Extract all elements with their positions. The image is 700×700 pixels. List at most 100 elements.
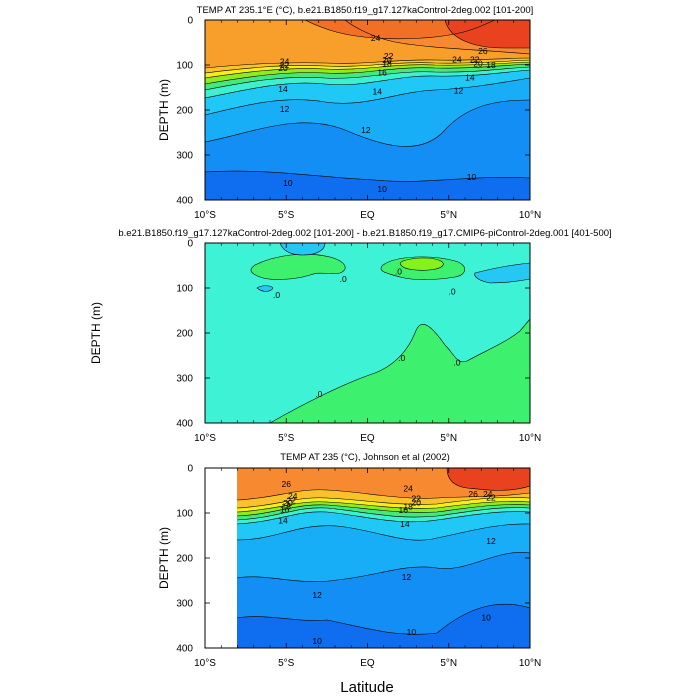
- x-tick-label: 10°N: [519, 210, 541, 221]
- x-tick-label: 5°N: [440, 210, 457, 221]
- contour-label: 14: [278, 516, 288, 526]
- contour-label: 20: [283, 498, 293, 508]
- contour-6: [205, 63, 530, 85]
- contour-label: .0: [315, 389, 322, 399]
- contour-3: [205, 77, 530, 116]
- diff-positive-upper-left: [250, 253, 346, 280]
- x-tick-label: 10°S: [194, 210, 216, 221]
- contour-label: 12: [402, 572, 412, 582]
- contour-label: 20: [278, 63, 288, 73]
- contour-label: 26: [468, 489, 478, 499]
- x-tick-label: EQ: [360, 433, 375, 444]
- x-tick-label: 5°S: [278, 210, 295, 221]
- obs-contour-3: [237, 523, 530, 541]
- contour-label: 16: [280, 504, 290, 514]
- diff-positive-deep: [269, 318, 530, 423]
- contour-label: 22: [486, 492, 496, 502]
- y-tick-label: 300: [176, 151, 193, 162]
- contour-7: [205, 61, 530, 79]
- x-tick-label: EQ: [360, 210, 375, 221]
- y-tick-label: 100: [176, 509, 193, 520]
- contour-1: [205, 170, 530, 182]
- contour-label: 22: [280, 60, 290, 70]
- obs-contour-9: [237, 489, 530, 501]
- contour-label: 24: [452, 55, 462, 65]
- contour-label: 18: [403, 501, 413, 511]
- panel-3-plot: [237, 468, 530, 648]
- panel-2-plot: [205, 243, 530, 423]
- y-tick-label: 400: [176, 196, 193, 207]
- panel-2-title: b.e21.B1850.f19_g17.127kaControl-2deg.00…: [118, 228, 611, 239]
- contour-label: 18: [382, 59, 392, 69]
- contour-label: 16: [377, 68, 387, 78]
- contour-label: 12: [486, 536, 496, 546]
- y-tick-label: 400: [176, 644, 193, 655]
- y-tick-label: 400: [176, 419, 193, 430]
- obs-contour-4: [237, 511, 530, 525]
- contour-11: [304, 20, 496, 40]
- contour-label: 24: [371, 33, 381, 43]
- panel-2-contour-labels: .0 .0 .0 .0 .0 .0 .0: [273, 266, 461, 398]
- contour-label: 10: [407, 627, 417, 637]
- y-tick-label: 100: [176, 284, 193, 295]
- y-tick-label: 0: [187, 16, 193, 27]
- y-tick-label: 0: [187, 464, 193, 475]
- contour-label: .0: [340, 274, 347, 284]
- contour-label: 24: [280, 56, 290, 66]
- contour-label: 26: [478, 46, 488, 56]
- y-tick-label: 100: [176, 61, 193, 72]
- contour-label: 12: [312, 590, 322, 600]
- contour-label: 20: [473, 59, 483, 69]
- panel-3-ticks: 10°S 5°S EQ 5°N 10°N 0 100 200 300 400: [176, 464, 541, 670]
- obs-band-10: [447, 468, 530, 491]
- contour-label: .0: [398, 353, 405, 363]
- y-tick-label: 200: [176, 106, 193, 117]
- contour-label: 22: [412, 494, 422, 504]
- panel-3: TEMP AT 235 (°C), Johnson et al (2002): [157, 452, 541, 669]
- contour-label: .0: [273, 290, 280, 300]
- obs-contour-8: [237, 497, 530, 509]
- panel-2-ylabel: DEPTH (m): [89, 302, 103, 364]
- obs-contour-6: [237, 504, 530, 517]
- contour-label: 10: [312, 636, 322, 646]
- x-tick-label: 10°S: [194, 658, 216, 669]
- contour-label: 20: [412, 498, 422, 508]
- contour-label: 22: [470, 55, 480, 65]
- y-tick-label: 300: [176, 374, 193, 385]
- contour-label: 14: [400, 519, 410, 529]
- contour-label: 18: [486, 60, 496, 70]
- contour-9: [205, 57, 530, 69]
- contour-2: [205, 99, 530, 147]
- contour-label: 10: [467, 172, 477, 182]
- contour-label: 18: [282, 501, 292, 511]
- obs-contour-2: [237, 552, 530, 582]
- contour-label: 16: [399, 505, 409, 515]
- contour-label: 22: [286, 495, 296, 505]
- contour-label: 10: [283, 178, 293, 188]
- panel-1-ylabel: DEPTH (m): [157, 79, 171, 141]
- contour-label: 20: [382, 55, 392, 65]
- obs-contour-1: [237, 603, 530, 635]
- contour-label: 14: [465, 73, 475, 83]
- x-tick-label: 5°S: [278, 658, 295, 669]
- diff-negative-right: [474, 262, 530, 284]
- x-tick-label: 10°N: [519, 658, 541, 669]
- contour-12: [444, 20, 530, 49]
- panel-2: b.e21.B1850.f19_g17.127kaControl-2deg.00…: [89, 228, 612, 444]
- contour-label: 12: [280, 104, 290, 114]
- contour-label: 24: [403, 483, 413, 493]
- panel-1-ticks: 10°S 5°S EQ 5°N 10°N 0 100 200 300 400: [176, 16, 541, 222]
- contour-label: 24: [483, 489, 493, 499]
- contour-10: [344, 20, 530, 55]
- contour-label: 14: [278, 84, 288, 94]
- contour-label: .0: [453, 357, 460, 367]
- contour-label: 12: [361, 125, 371, 135]
- obs-contour-5: [237, 507, 530, 521]
- contour-label: 14: [373, 87, 383, 97]
- contour-label: 10: [377, 184, 387, 194]
- contour-label: 22: [384, 51, 394, 61]
- panel-1-plot: [205, 20, 530, 200]
- y-tick-label: 0: [187, 239, 193, 250]
